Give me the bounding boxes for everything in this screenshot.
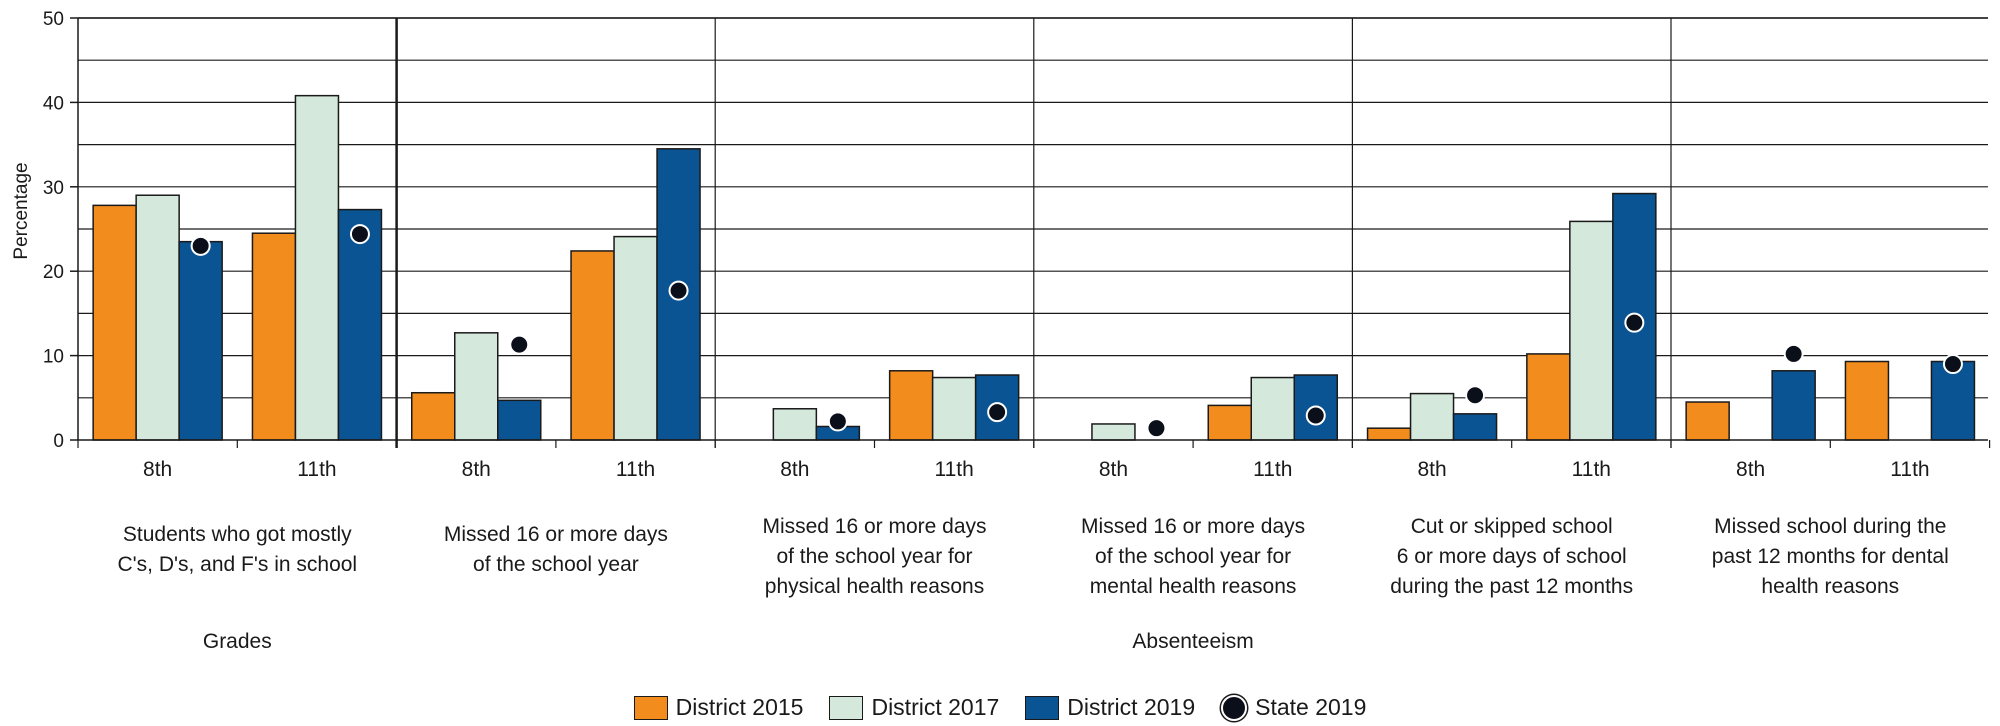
y-tick-label: 40 [43,93,64,114]
y-tick-label: 10 [43,347,64,368]
legend: District 2015 District 2017 District 2019 S… [0,694,2000,721]
state-marker [668,280,689,301]
legend-swatch [633,695,668,720]
bar [497,399,542,441]
group-label: Cut or skipped school [1411,515,1613,538]
legend-label: District 2015 [675,694,804,720]
state-marker [509,334,530,355]
x-tick-label: 8th [143,458,172,481]
group-label: Students who got mostly [123,523,352,546]
bar [570,250,615,441]
bar [1771,370,1816,441]
x-tick-label: 11th [616,458,655,481]
group-label: of the school year for [776,545,972,568]
group-label: mental health reasons [1090,575,1297,598]
bar [411,391,456,441]
x-tick-label: 8th [780,458,809,481]
labels: 0 10 20 30 40 50 Percentage 8th 11th Students who… [11,9,1949,653]
legend-label: District 2017 [871,694,1000,720]
group-label: 6 or more days of school [1397,545,1627,568]
legend-item: District 2015 [633,694,804,721]
axes [70,17,1991,448]
bar [1366,427,1412,441]
x-tick-label: 8th [1099,458,1128,481]
bar [1526,353,1571,441]
y-axis-title: Percentage [11,162,32,259]
state-marker [1942,354,1963,375]
bar [888,370,934,441]
state-marker [1465,385,1486,406]
state-marker [827,411,848,432]
x-tick-label: 8th [1736,458,1765,481]
bar [337,208,383,441]
group-label: Missed 16 or more days [762,515,986,538]
bar [92,204,137,441]
state-marker [349,224,370,245]
x-tick-label: 11th [1890,458,1929,481]
legend-dot-marker [1221,694,1248,721]
state-marker [987,402,1008,423]
bar [931,376,977,441]
bar [1091,423,1136,441]
bar [1207,404,1252,441]
x-tick-label: 11th [934,458,973,481]
bar [1685,401,1730,441]
bar [1569,220,1614,441]
section-label: Absenteeism [1132,630,1253,653]
bar [294,94,340,441]
group-label: Missed 16 or more days [1081,515,1305,538]
state-marker [1624,312,1645,333]
x-tick-label: 11th [1572,458,1611,481]
x-tick-label: 11th [1253,458,1292,481]
group-label: health reasons [1761,575,1899,598]
group-label: of the school year [473,553,639,576]
y-tick-label: 50 [43,9,64,30]
x-tick-label: 11th [297,458,336,481]
group-label: physical health reasons [765,575,984,598]
bar [178,240,223,441]
group-label: past 12 months for dental [1712,545,1949,568]
bar [1844,360,1890,441]
bar [613,235,658,441]
y-tick-label: 30 [43,178,64,199]
legend-swatch [1025,695,1060,720]
bar [1250,376,1295,441]
legend-label: State 2019 [1255,694,1367,720]
bar [251,232,297,441]
legend-item: District 2017 [829,694,999,721]
bar [1452,413,1498,441]
state-marker [190,235,211,256]
group-label: during the past 12 months [1390,575,1633,598]
legend-label: District 2019 [1067,694,1196,720]
state-marker [1305,405,1326,426]
state-marker [1146,418,1167,439]
bar [135,194,180,441]
state-markers [190,224,1963,439]
state-marker [1783,343,1804,364]
bar [772,408,818,441]
legend-swatch [829,695,864,720]
legend-item: State 2019 [1221,694,1366,721]
y-tick-label: 20 [43,262,64,283]
bar [454,332,499,441]
y-tick-label: 0 [53,431,64,452]
legend-item: District 2019 [1025,694,1195,721]
group-label: C's, D's, and F's in school [117,553,357,576]
group-label: Missed 16 or more days [444,523,668,546]
group-label: of the school year for [1095,545,1291,568]
x-tick-label: 8th [462,458,491,481]
bar [1409,392,1455,441]
x-tick-label: 8th [1417,458,1446,481]
group-label: Missed school during the [1714,515,1946,538]
section-label: Grades [203,630,272,653]
